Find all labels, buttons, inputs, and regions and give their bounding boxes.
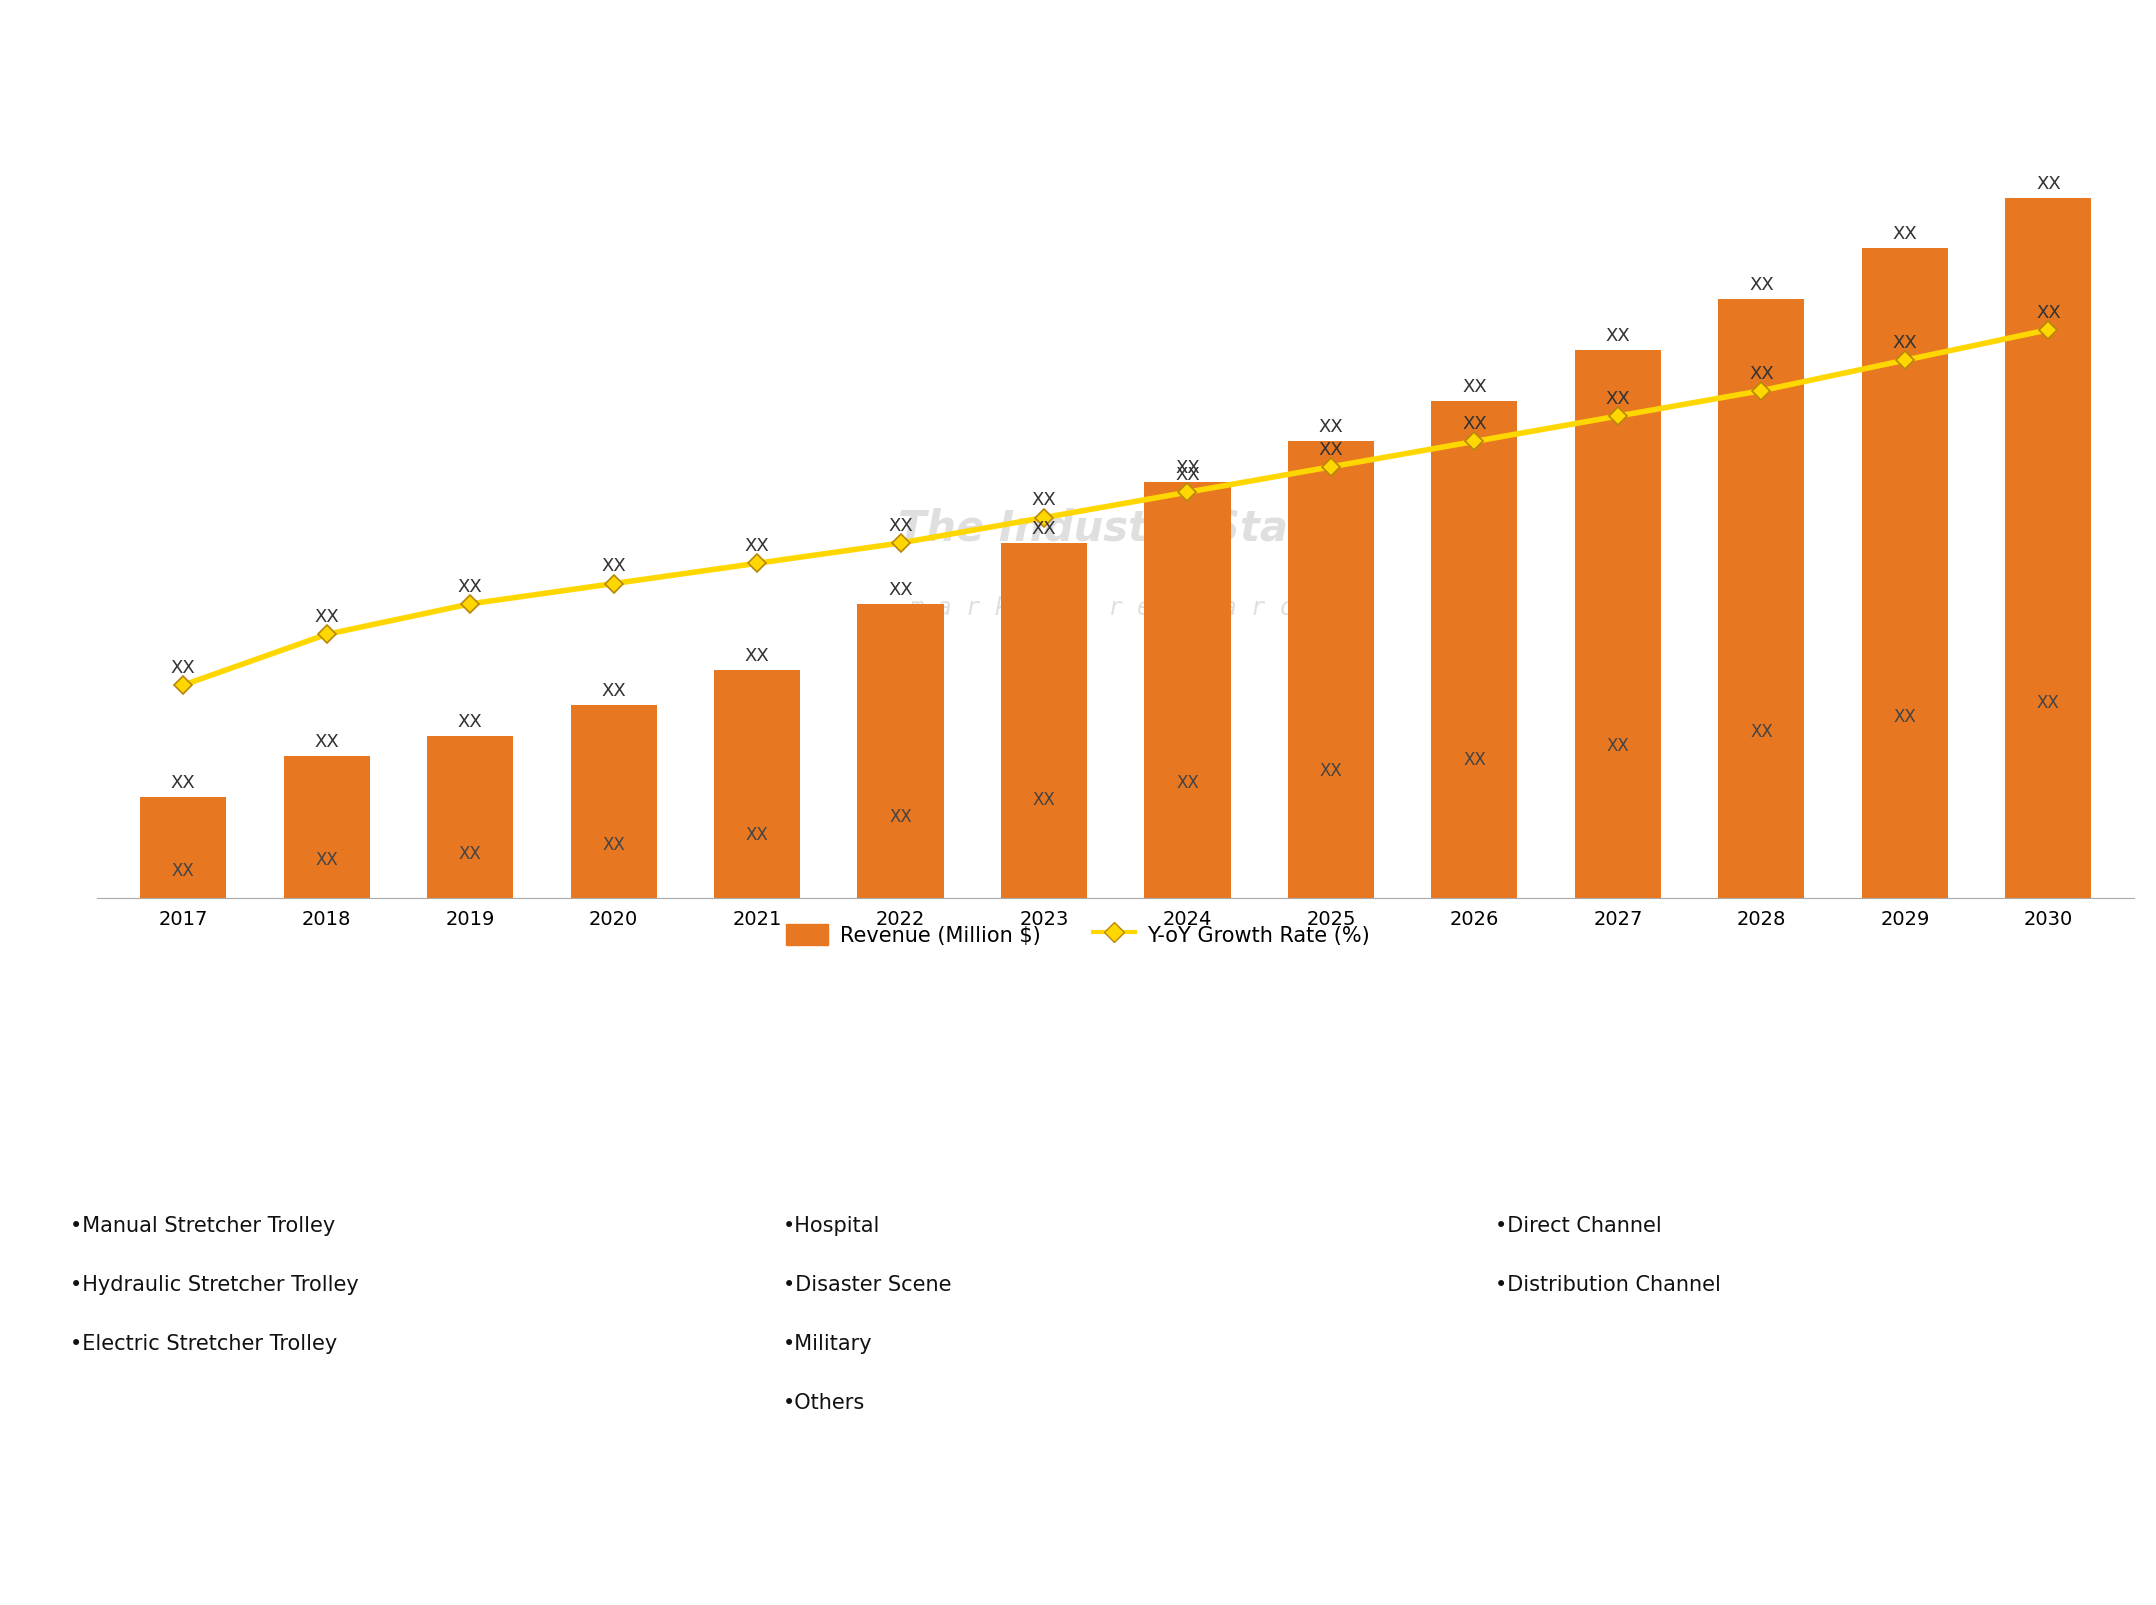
Bar [427,737,513,899]
Text: XX: XX [1031,520,1056,538]
Text: XX: XX [172,862,194,880]
Text: •Hospital

•Disaster Scene

•Military

•Others: •Hospital •Disaster Scene •Military •Oth… [783,1215,951,1412]
Bar [1287,441,1373,899]
Bar [714,671,800,899]
Text: XX: XX [1751,722,1772,740]
Text: XX: XX [1893,708,1917,725]
Bar [2005,199,2091,899]
Text: XX: XX [744,647,770,664]
Text: XX: XX [1606,737,1630,754]
Text: XX: XX [315,608,338,626]
Text: XX: XX [602,557,625,575]
Bar [571,706,658,899]
Text: Website: www.theindustrystats.com: Website: www.theindustrystats.com [1729,1538,2128,1557]
Text: Email: sales@theindustrystats.com: Email: sales@theindustrystats.com [886,1538,1270,1557]
Bar [1432,401,1518,899]
Text: The Industry Stats: The Industry Stats [899,509,1332,551]
Text: Sales Channels: Sales Channels [1697,1079,1886,1103]
Bar [1000,544,1087,899]
Text: XX: XX [170,774,196,791]
Text: XX: XX [457,713,483,730]
Text: •Direct Channel

•Distribution Channel: •Direct Channel •Distribution Channel [1496,1215,1720,1294]
Text: XX: XX [1033,790,1056,809]
Text: XX: XX [1175,465,1201,483]
Text: •Manual Stretcher Trolley

•Hydraulic Stretcher Trolley

•Electric Stretcher Tro: •Manual Stretcher Trolley •Hydraulic Str… [69,1215,358,1353]
Text: XX: XX [170,658,196,677]
Text: XX: XX [315,851,338,868]
Text: XX: XX [1606,327,1630,345]
Text: XX: XX [888,807,912,825]
Text: XX: XX [1606,390,1630,408]
Bar [858,605,944,899]
Text: XX: XX [1319,417,1343,437]
Text: XX: XX [1893,225,1917,244]
Text: Product Types: Product Types [278,1079,453,1103]
Text: XX: XX [315,732,338,751]
Text: XX: XX [1175,774,1199,791]
Text: Fig. Global Patient Transfer Stretcher Trolley Market Status and Outlook: Fig. Global Patient Transfer Stretcher T… [28,42,1270,71]
Text: XX: XX [1749,276,1774,294]
Text: XX: XX [1893,334,1917,351]
Text: XX: XX [744,536,770,555]
Bar [285,756,369,899]
Legend: Revenue (Million $), Y-oY Growth Rate (%): Revenue (Million $), Y-oY Growth Rate (%… [778,916,1378,953]
Text: XX: XX [1319,762,1343,780]
Bar [140,798,226,899]
Text: XX: XX [888,581,912,599]
Bar [1574,351,1660,899]
Text: XX: XX [1464,751,1485,769]
Text: XX: XX [602,682,625,700]
Text: XX: XX [1319,440,1343,459]
Text: XX: XX [2035,303,2061,321]
Text: XX: XX [1175,459,1201,477]
Bar [1145,483,1231,899]
Bar [1718,300,1805,899]
Text: XX: XX [1462,416,1488,433]
Text: m a r k e t   r e s e a r c h: m a r k e t r e s e a r c h [910,595,1322,620]
Text: XX: XX [1462,377,1488,395]
Text: XX: XX [888,517,912,534]
Text: XX: XX [746,827,768,844]
Text: XX: XX [602,836,625,854]
Text: Application: Application [1009,1079,1147,1103]
Text: Source: Theindustrystats Analysis: Source: Theindustrystats Analysis [28,1538,403,1557]
Text: XX: XX [2037,693,2059,711]
Text: XX: XX [1031,491,1056,509]
Bar [1863,249,1947,899]
Text: XX: XX [2035,175,2061,193]
Text: XX: XX [459,844,481,862]
Text: XX: XX [1749,364,1774,382]
Text: XX: XX [457,578,483,595]
